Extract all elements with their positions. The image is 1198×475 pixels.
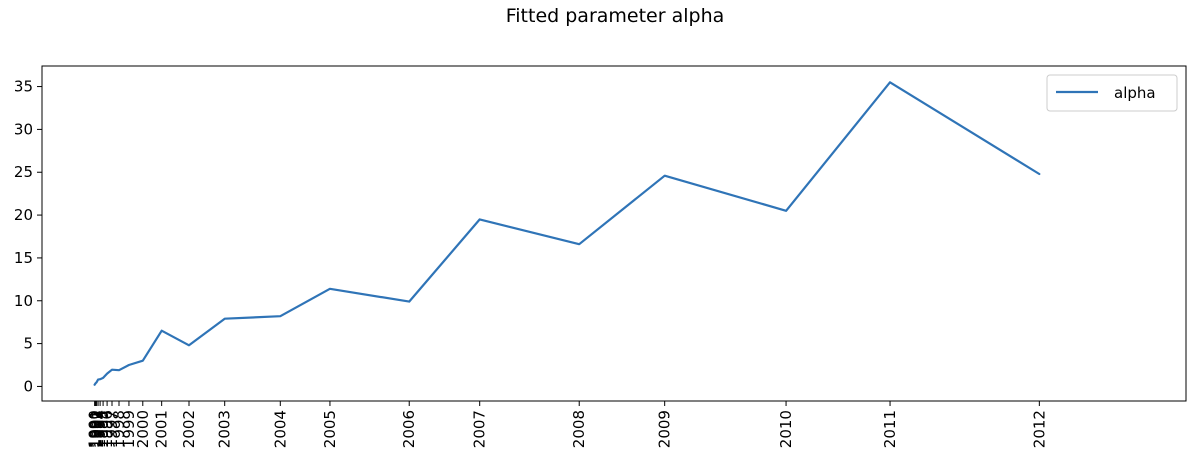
y-tick-label: 20 (14, 206, 33, 224)
x-tick-label: 2012 (1030, 410, 1048, 448)
x-tick-label: 2008 (570, 410, 588, 448)
y-tick-label: 0 (23, 377, 33, 395)
x-tick-label: 1993 (89, 410, 107, 448)
y-tick-label: 10 (14, 292, 33, 310)
x-axis: 1990199119921993199419951996199719981999… (86, 401, 1048, 448)
chart-title: Fitted parameter alpha (506, 5, 725, 27)
x-tick-label: 2010 (777, 410, 795, 448)
y-tick-label: 15 (14, 249, 33, 267)
y-tick-label: 35 (14, 78, 33, 96)
y-tick-label: 5 (23, 335, 33, 353)
y-tick-label: 30 (14, 120, 33, 138)
series-group (93, 81, 1041, 386)
x-tick-label: 1999 (120, 410, 138, 448)
x-tick-label: 2005 (321, 410, 339, 448)
x-tick-label: 1997 (103, 410, 121, 448)
legend: alpha (1046, 74, 1178, 112)
legend-label: alpha (1114, 84, 1156, 102)
x-tick-label: 2007 (471, 410, 489, 448)
y-tick-label: 25 (14, 163, 33, 181)
x-tick-label: 1996 (98, 410, 116, 448)
legend-box (1046, 74, 1178, 112)
x-tick-label: 1992 (88, 410, 106, 448)
y-axis: 0 5 10 15 20 25 30 35 (14, 78, 42, 395)
x-tick-label: 1998 (110, 410, 128, 448)
x-tick-label: 2004 (271, 410, 289, 448)
x-tick-label: 2011 (881, 410, 899, 448)
x-tick-label: 1995 (94, 410, 112, 448)
x-tick-label: 2006 (400, 410, 418, 448)
x-tick-label: 2001 (153, 410, 171, 448)
x-tick-label: 1990 (86, 410, 104, 448)
x-tick-label: 2003 (216, 410, 234, 448)
x-tick-label: 2009 (656, 410, 674, 448)
plot-frame (41, 65, 1187, 402)
x-tick-label: 2002 (180, 410, 198, 448)
x-tick-label: 1994 (91, 410, 109, 448)
series-line-alpha (93, 81, 1041, 386)
plot-area (41, 65, 1187, 402)
x-tick-label: 2000 (134, 410, 152, 448)
x-tick-label: 1991 (87, 410, 105, 448)
